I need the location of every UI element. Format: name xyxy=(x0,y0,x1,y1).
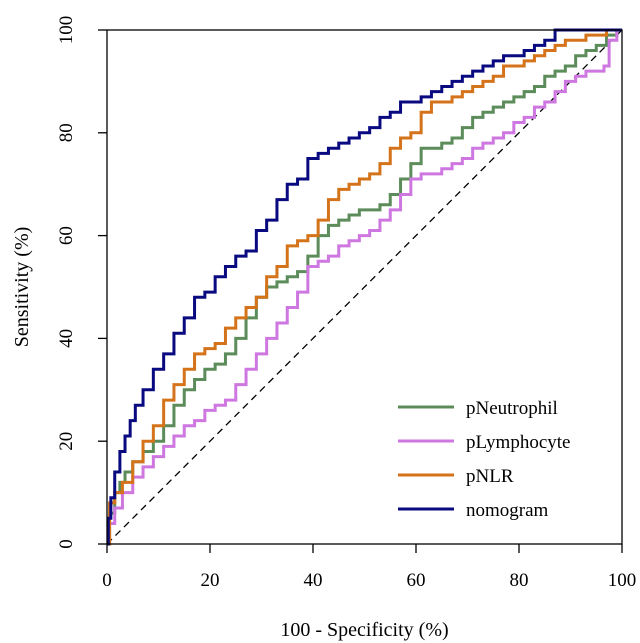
y-axis-title: Sensitivity (%) xyxy=(11,227,33,348)
series-line-pneutrophil xyxy=(107,28,622,546)
y-axis: 0 20 40 60 80 100 xyxy=(56,16,107,549)
series-line-plymphocyte xyxy=(107,28,622,546)
plot-frame xyxy=(106,29,623,545)
y-tick-label: 0 xyxy=(56,539,77,549)
legend-label: pLymphocyte xyxy=(466,432,570,453)
x-tick-label: 60 xyxy=(407,570,426,591)
x-axis: 0 20 40 60 80 100 xyxy=(102,544,636,591)
reference-diagonal-line xyxy=(106,29,623,545)
legend: pNeutrophil pLymphocyte pNLR nomogram xyxy=(398,398,570,521)
series-line-pnlr xyxy=(107,28,622,546)
legend-item-plymphocyte: pLymphocyte xyxy=(398,432,570,453)
y-tick-label: 20 xyxy=(56,432,77,451)
legend-item-nomogram: nomogram xyxy=(398,500,549,521)
series-line-nomogram xyxy=(106,28,622,546)
x-tick-label: 0 xyxy=(102,570,112,591)
legend-item-pnlr: pNLR xyxy=(398,466,514,487)
x-tick-label: 80 xyxy=(510,570,529,591)
reference-diagonal-layer xyxy=(106,29,623,545)
x-tick-label: 40 xyxy=(304,570,323,591)
y-tick-label: 80 xyxy=(56,123,77,142)
legend-label: nomogram xyxy=(466,500,549,521)
y-tick-label: 40 xyxy=(56,329,77,348)
y-tick-label: 60 xyxy=(56,226,77,245)
x-axis-title: 100 - Specificity (%) xyxy=(280,619,448,641)
roc-curves-layer xyxy=(106,28,622,546)
legend-label: pNLR xyxy=(466,466,514,487)
legend-item-pneutrophil: pNeutrophil xyxy=(398,398,558,419)
legend-label: pNeutrophil xyxy=(466,398,558,419)
y-tick-label: 100 xyxy=(56,16,77,45)
x-tick-label: 100 xyxy=(608,570,637,591)
x-tick-label: 20 xyxy=(201,570,220,591)
